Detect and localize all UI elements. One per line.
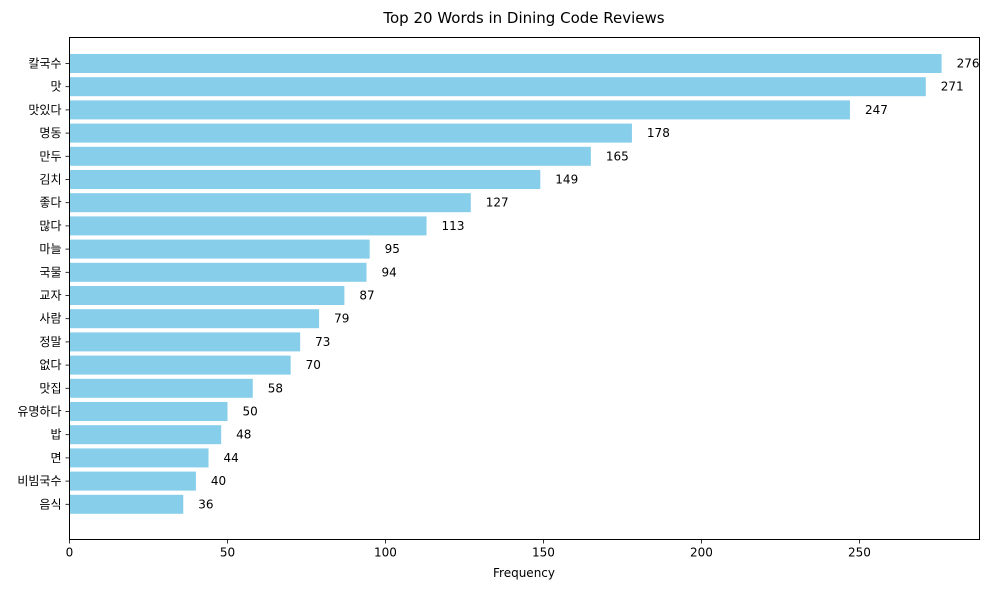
y-tick-label: 교자 [39,289,61,303]
bar [69,216,427,236]
y-tick-label: 밥 [50,428,61,442]
data-labels-layer: 276 271 247 178 165 149 127 113 95 94 87 79 73 70 58 50… [198,57,979,512]
data-label: 271 [941,80,964,94]
bar [69,286,345,305]
bar [69,332,301,352]
data-label: 87 [359,289,374,303]
y-tick-label: 마늘 [39,242,61,256]
y-tick-label: 맛집 [39,381,61,395]
bar [69,123,632,143]
bar [69,494,184,514]
y-tick-label: 맛 [50,80,61,94]
plot-frame [69,37,980,540]
data-label: 149 [555,173,578,187]
data-label: 276 [957,57,980,71]
x-tick-label: 150 [532,546,555,560]
y-tick-label: 좋다 [39,196,61,210]
y-tick-label: 만두 [39,149,61,163]
data-label: 36 [198,497,213,511]
x-tick-label: 0 [66,546,74,560]
x-tick-label: 200 [690,546,713,560]
bar [69,355,291,375]
data-label: 79 [334,312,349,326]
y-tick-label: 김치 [39,173,61,187]
y-tick-label: 칼국수 [28,57,61,71]
bar [69,146,591,166]
data-label: 44 [224,451,239,465]
bar [69,425,222,445]
y-tick-label: 유명하다 [17,405,61,419]
bar [69,100,850,120]
x-tick-label: 50 [220,546,235,560]
y-tick-label: 정말 [39,335,61,349]
bar [69,239,370,259]
y-tick-label: 사람 [39,312,61,326]
bar [69,402,228,421]
bar [69,193,471,213]
y-tick-label: 비빔국수 [17,474,61,488]
data-label: 48 [236,428,251,442]
data-label: 127 [486,196,509,210]
x-tick-label: 100 [374,546,397,560]
data-label: 113 [442,219,465,233]
y-tick-label: 음식 [39,497,61,511]
y-tick-label: 맛있다 [28,103,61,117]
bar [69,471,196,491]
data-label: 40 [211,474,226,488]
data-label: 73 [315,335,330,349]
y-axis: 칼국수맛맛있다명동만두김치좋다많다마늘국물교자사람정말없다맛집유명하다밥면비빔국… [17,57,70,511]
bar [69,262,367,282]
x-axis: 0 50 100 150 200 250 [66,539,871,560]
data-label: 58 [268,381,283,395]
data-label: 247 [865,103,888,117]
data-label: 94 [382,265,397,279]
y-tick-label: 명동 [39,126,61,140]
bar [69,378,253,398]
chart-title: Top 20 Words in Dining Code Reviews [382,9,664,27]
bar [69,54,942,73]
bar [69,170,541,189]
x-axis-label: Frequency [493,566,555,580]
bar [69,77,926,97]
data-label: 50 [242,405,257,419]
y-tick-label: 없다 [39,358,61,372]
data-label: 178 [647,126,670,140]
y-tick-label: 많다 [39,219,61,233]
bar [69,448,209,468]
data-label: 70 [306,358,321,372]
y-tick-label: 면 [50,451,61,465]
y-tick-label: 국물 [39,265,61,279]
data-label: 165 [606,149,629,163]
bar [69,309,320,329]
x-tick-label: 250 [848,546,871,560]
bars-layer [69,54,942,514]
data-label: 95 [385,242,400,256]
